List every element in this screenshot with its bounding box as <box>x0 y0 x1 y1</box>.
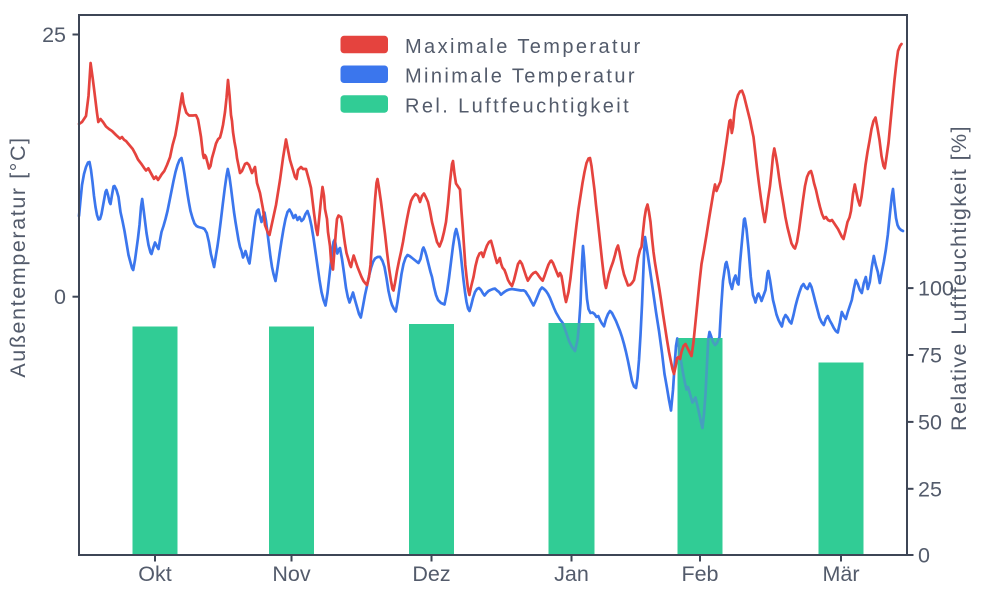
svg-text:Mär: Mär <box>822 562 859 586</box>
svg-text:Dez: Dez <box>412 562 450 586</box>
svg-text:75: 75 <box>918 344 942 368</box>
svg-text:Außentemperatur [°C]: Außentemperatur [°C] <box>6 136 30 377</box>
svg-text:50: 50 <box>918 410 942 434</box>
svg-text:0: 0 <box>918 544 930 568</box>
svg-text:100: 100 <box>918 277 954 301</box>
svg-text:25: 25 <box>918 477 942 501</box>
svg-text:Nov: Nov <box>272 562 310 586</box>
svg-text:25: 25 <box>42 23 66 47</box>
svg-text:Maximale Temperatur: Maximale Temperatur <box>405 36 643 58</box>
svg-text:Feb: Feb <box>681 562 718 586</box>
svg-text:Rel. Luftfeuchtigkeit: Rel. Luftfeuchtigkeit <box>405 95 631 117</box>
svg-text:Jan: Jan <box>554 562 589 586</box>
svg-text:0: 0 <box>54 285 66 309</box>
svg-text:Relative Luftfeuchtigkeit [%]: Relative Luftfeuchtigkeit [%] <box>947 125 971 431</box>
svg-text:Okt: Okt <box>138 562 171 586</box>
svg-text:Minimale Temperatur: Minimale Temperatur <box>405 66 637 88</box>
